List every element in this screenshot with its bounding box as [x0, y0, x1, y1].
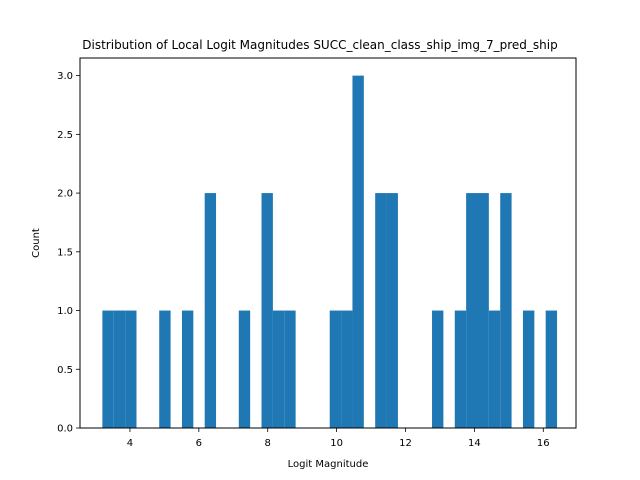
histogram-bar	[375, 193, 387, 428]
x-tick-label: 10	[330, 438, 343, 449]
x-axis-ticks: 4 6 8 10 12 14 16	[127, 428, 550, 449]
histogram-bar	[477, 193, 489, 428]
histogram-bar	[545, 310, 558, 428]
x-tick-label: 12	[399, 438, 412, 449]
histogram-bars	[102, 75, 558, 428]
y-tick-label: 0.5	[57, 365, 73, 376]
histogram-bar	[102, 310, 114, 428]
histogram-bar	[204, 193, 217, 428]
y-tick-label: 1.5	[57, 247, 73, 258]
histogram-bar	[159, 310, 171, 428]
y-axis-ticks: 0.0 0.5 1.0 1.5 2.0 2.5 3.0	[57, 71, 80, 435]
histogram-bar	[238, 310, 251, 428]
x-tick-label: 8	[265, 438, 271, 449]
y-tick-label: 1.0	[57, 306, 73, 317]
histogram-bar	[352, 75, 364, 428]
histogram-bar	[261, 193, 273, 428]
x-tick-label: 16	[537, 438, 550, 449]
x-axis-label: Logit Magnitude	[288, 459, 369, 470]
histogram-bar	[284, 310, 296, 428]
histogram-bar	[488, 310, 501, 428]
histogram-bar	[466, 193, 478, 428]
chart-title: Distribution of Local Logit Magnitudes S…	[82, 38, 557, 52]
histogram-bar	[113, 310, 126, 428]
x-tick-label: 6	[196, 438, 202, 449]
histogram-bar	[181, 310, 194, 428]
y-tick-label: 2.5	[57, 130, 73, 141]
x-tick-label: 14	[468, 438, 481, 449]
histogram-bar	[341, 310, 353, 428]
histogram-bar	[432, 310, 444, 428]
y-axis-label: Count	[31, 228, 42, 258]
histogram-bar	[125, 310, 137, 428]
y-tick-label: 2.0	[57, 189, 73, 200]
histogram-bar	[522, 310, 535, 428]
histogram-bar	[386, 193, 398, 428]
x-tick-label: 4	[127, 438, 133, 449]
histogram-bar	[272, 310, 285, 428]
histogram-bar	[500, 193, 512, 428]
histogram-bar	[329, 310, 342, 428]
plot-frame	[79, 57, 577, 429]
y-tick-label: 3.0	[57, 71, 73, 82]
histogram-bar	[454, 310, 467, 428]
y-tick-label: 0.0	[57, 424, 73, 435]
